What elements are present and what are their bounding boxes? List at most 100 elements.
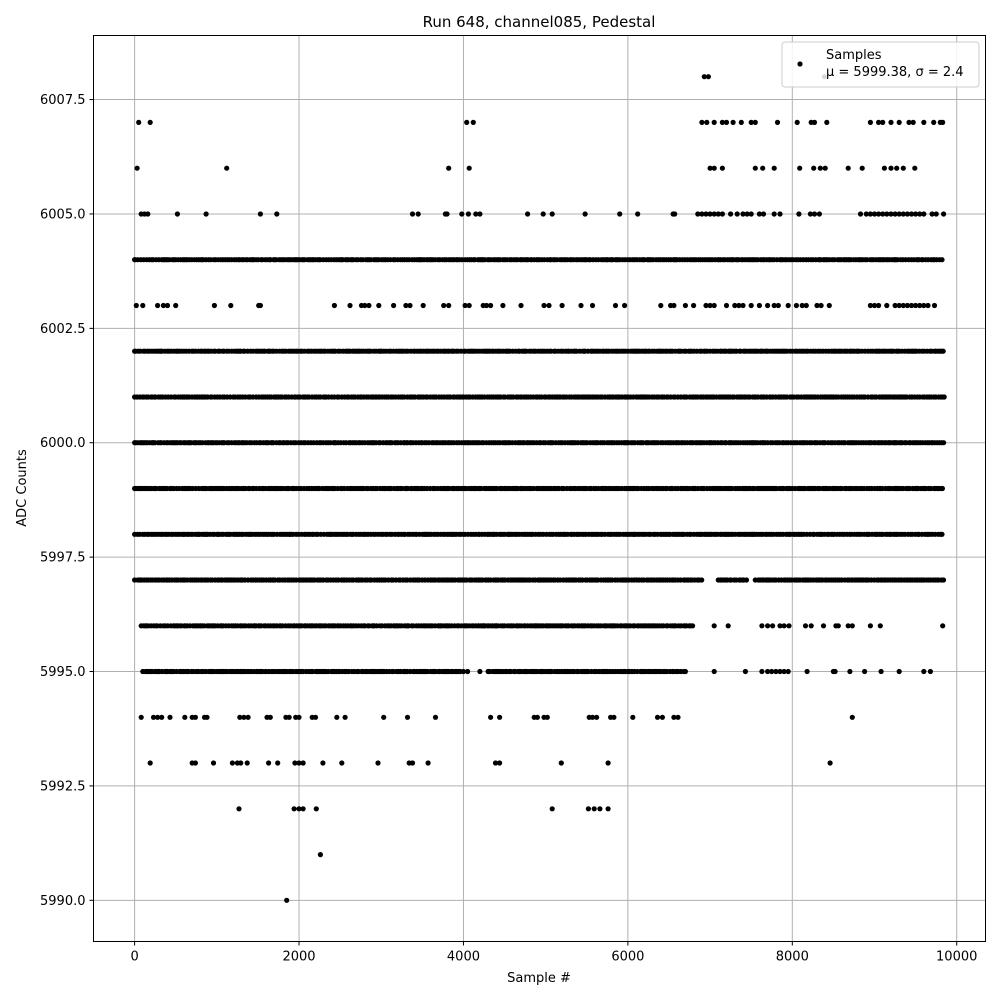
scatter-point bbox=[711, 165, 717, 171]
scatter-point bbox=[296, 806, 302, 812]
scatter-point bbox=[941, 440, 947, 446]
scatter-point bbox=[375, 760, 381, 766]
scatter-point bbox=[140, 302, 146, 309]
scatter-point bbox=[908, 302, 915, 309]
scatter-point bbox=[719, 165, 726, 171]
scatter-point bbox=[876, 119, 882, 125]
scatter-point bbox=[691, 302, 697, 309]
scatter-point bbox=[756, 302, 763, 309]
scatter-point bbox=[671, 714, 677, 720]
scatter-point bbox=[147, 760, 153, 766]
scatter-point bbox=[774, 119, 781, 125]
scatter-point bbox=[921, 119, 927, 125]
scatter-point bbox=[409, 760, 416, 766]
scatter-point bbox=[320, 760, 326, 766]
scatter-point bbox=[743, 577, 750, 583]
scatter-point bbox=[703, 211, 709, 217]
scatter-point bbox=[931, 119, 937, 125]
scatter-point bbox=[432, 714, 439, 720]
scatter-point bbox=[612, 302, 619, 309]
x-tick-label: 2000 bbox=[282, 950, 315, 965]
scatter-point bbox=[203, 211, 209, 217]
scatter-point bbox=[799, 302, 805, 309]
scatter-point bbox=[682, 668, 689, 675]
scatter-point bbox=[257, 302, 263, 309]
scatter-point bbox=[300, 760, 306, 766]
scatter-point bbox=[771, 211, 777, 217]
scatter-point bbox=[518, 302, 524, 309]
scatter-point bbox=[742, 668, 749, 675]
scatter-point bbox=[814, 302, 820, 309]
scatter-point bbox=[913, 302, 919, 309]
scatter-point bbox=[859, 165, 865, 171]
scatter-point bbox=[771, 165, 777, 171]
scatter-point bbox=[477, 211, 483, 217]
scatter-point bbox=[797, 165, 803, 171]
scatter-point bbox=[622, 302, 628, 309]
axis-ticks: 0 2000 4000 6000 8000 10000 5990.0 5992.5 5995.0… bbox=[40, 93, 977, 964]
scatter-point bbox=[541, 302, 547, 309]
scatter-point bbox=[617, 211, 623, 217]
scatter-point bbox=[488, 714, 494, 720]
scatter-point bbox=[877, 623, 883, 629]
scatter-point bbox=[559, 302, 565, 309]
scatter-point bbox=[658, 302, 664, 309]
scatter-point bbox=[155, 714, 161, 720]
scatter-point bbox=[192, 714, 198, 720]
scatter-point bbox=[312, 714, 319, 720]
scatter-point bbox=[475, 623, 481, 629]
scatter-point bbox=[771, 302, 777, 309]
scatter-point bbox=[759, 623, 765, 629]
scatter-point bbox=[630, 714, 636, 720]
y-tick-label: 5997.5 bbox=[40, 551, 86, 566]
scatter-point bbox=[459, 211, 465, 217]
scatter-point bbox=[331, 302, 337, 309]
scatter-point bbox=[711, 119, 717, 125]
scatter-point bbox=[921, 668, 927, 675]
x-tick-label: 8000 bbox=[776, 950, 809, 965]
scatter-point bbox=[211, 302, 217, 309]
scatter-point bbox=[785, 302, 791, 309]
scatter-point bbox=[744, 211, 750, 217]
scatter-point bbox=[910, 119, 916, 125]
scatter-point bbox=[366, 302, 372, 309]
scatter-point bbox=[134, 165, 140, 171]
scatter-point bbox=[136, 119, 142, 125]
scatter-point bbox=[752, 165, 758, 171]
scatter-point bbox=[462, 302, 468, 309]
scatter-point bbox=[415, 211, 421, 217]
scatter-point bbox=[896, 668, 902, 675]
scatter-point bbox=[917, 211, 923, 217]
scatter-point bbox=[849, 714, 855, 720]
scatter-point bbox=[881, 165, 888, 171]
scatter-point bbox=[690, 623, 696, 629]
scatter-point bbox=[711, 668, 717, 675]
scatter-point bbox=[376, 302, 382, 309]
y-tick-label: 5990.0 bbox=[40, 894, 86, 909]
x-tick-label: 4000 bbox=[447, 950, 480, 965]
scatter-point bbox=[611, 714, 617, 720]
scatter-point bbox=[420, 302, 426, 309]
scatter-point bbox=[888, 165, 894, 171]
scatter-point bbox=[682, 302, 689, 309]
legend-series-name: Samples bbox=[826, 48, 882, 63]
scatter-point bbox=[164, 302, 171, 309]
chart-title: Run 648, channel085, Pedestal bbox=[423, 13, 656, 31]
scatter-point bbox=[500, 302, 506, 309]
scatter-point bbox=[824, 119, 830, 125]
scatter-point bbox=[409, 211, 416, 217]
scatter-point bbox=[492, 760, 499, 766]
scatter-point bbox=[544, 714, 550, 720]
scatter-point bbox=[159, 714, 165, 720]
x-tick-label: 6000 bbox=[611, 950, 644, 965]
scatter-point bbox=[939, 485, 946, 492]
scatter-point bbox=[880, 211, 886, 217]
plot-frame bbox=[93, 35, 986, 942]
scatter-point bbox=[884, 302, 890, 309]
scatter-point bbox=[334, 714, 340, 720]
scatter-point bbox=[497, 760, 503, 766]
x-tick-label: 0 bbox=[130, 950, 138, 965]
scatter-point bbox=[381, 714, 387, 720]
scatter-point bbox=[594, 714, 600, 720]
scatter-point bbox=[711, 302, 717, 309]
